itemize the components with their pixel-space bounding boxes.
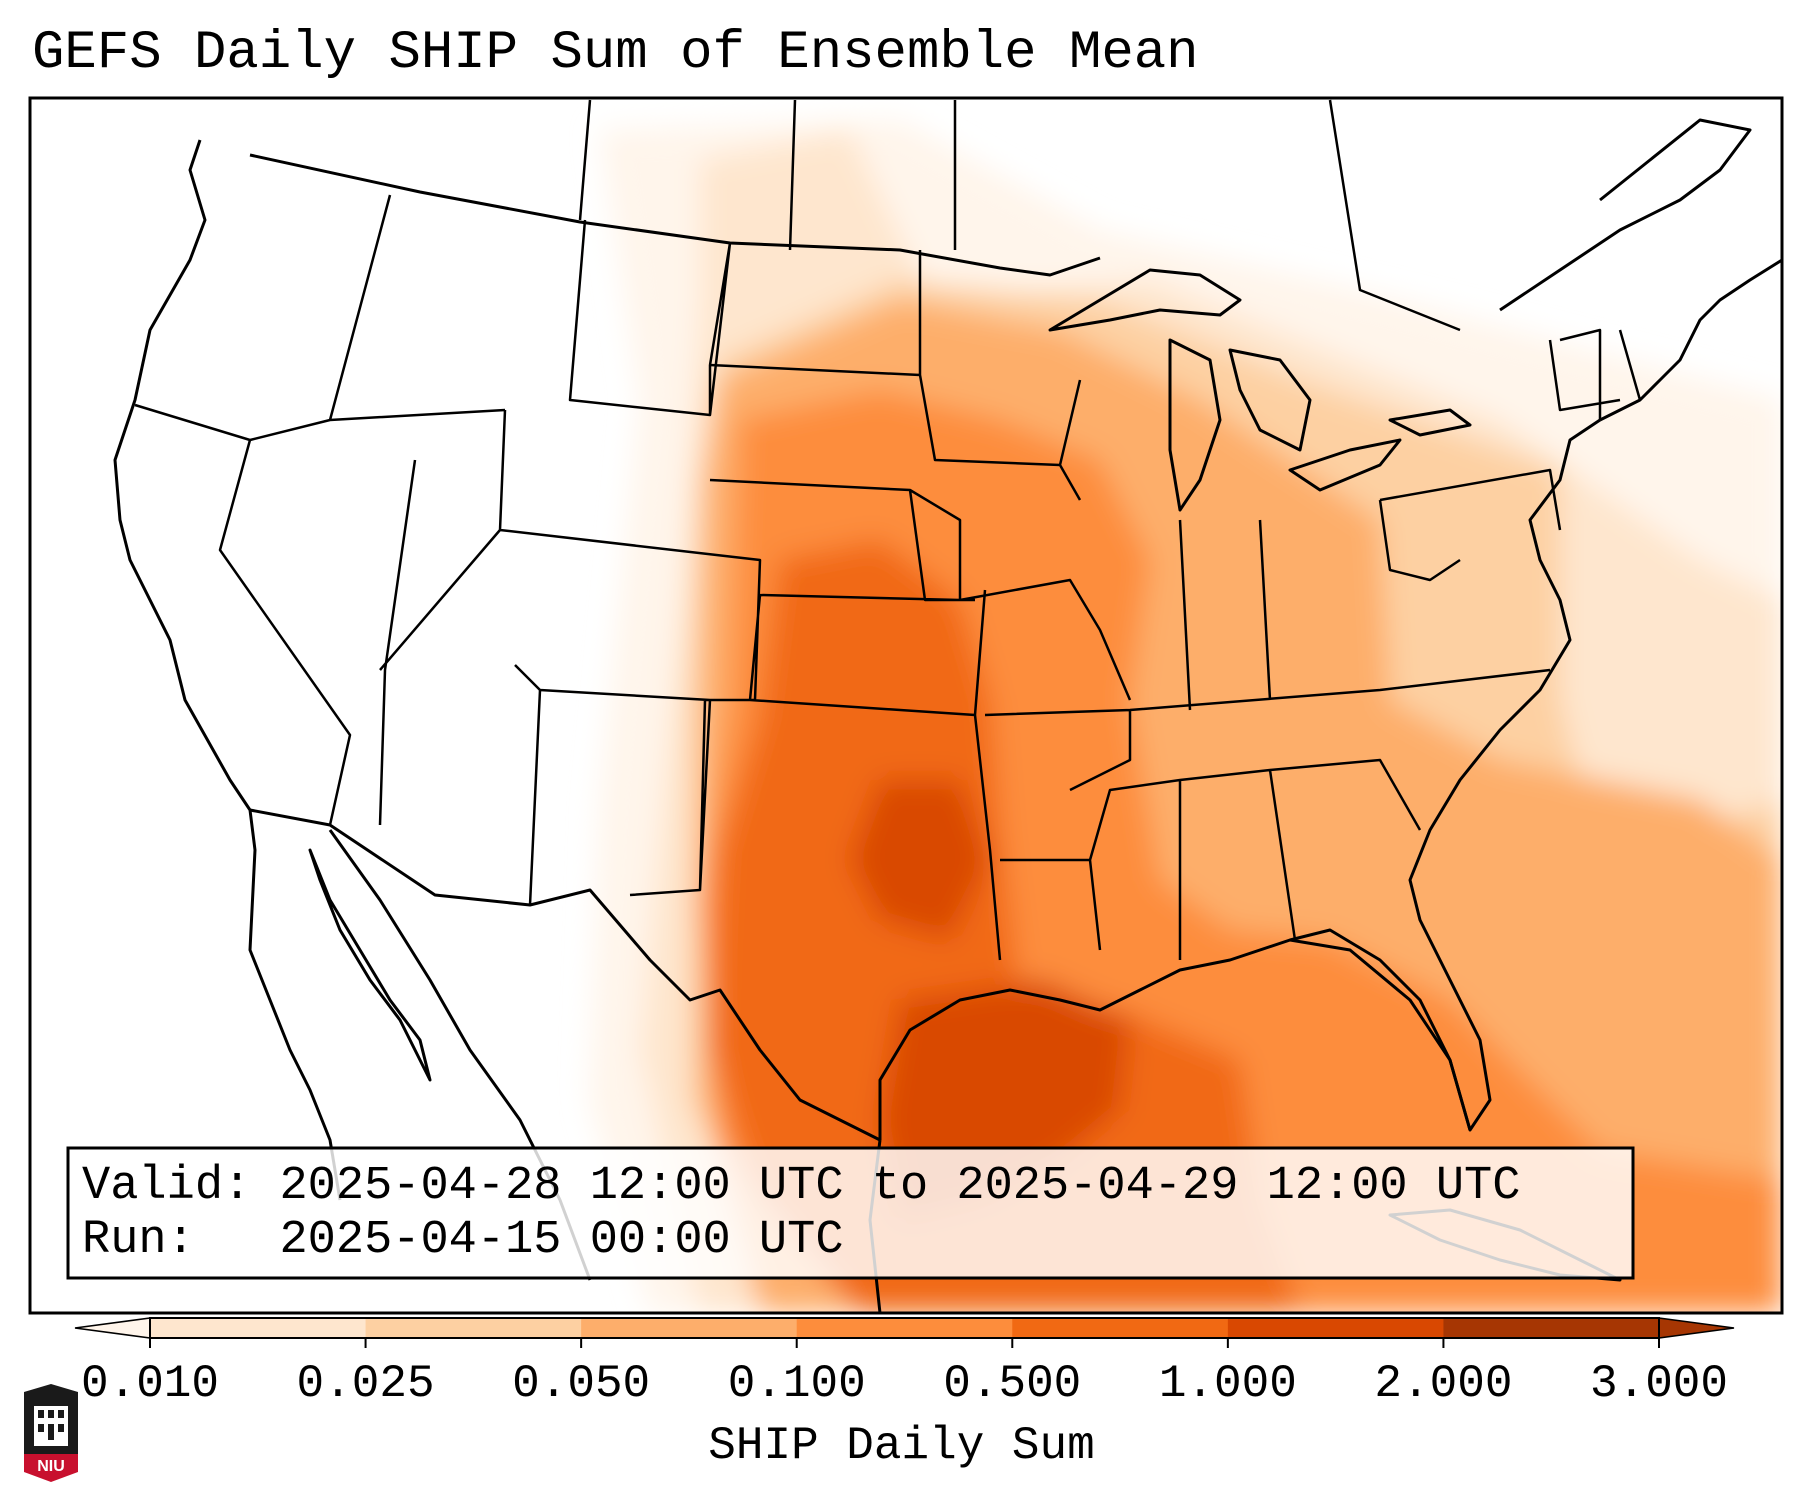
colorbar-tick-label: 1.000 xyxy=(1158,1358,1297,1410)
valid-value: 2025-04-28 12:00 UTC to 2025-04-29 12:00… xyxy=(279,1160,1521,1213)
canada-outlines xyxy=(578,99,1461,332)
colorbar-tick-label: 0.500 xyxy=(943,1358,1082,1410)
colorbar-segment xyxy=(1012,1318,1229,1338)
map-boundaries xyxy=(113,99,1782,1313)
colorbar-segment xyxy=(796,1318,1013,1338)
lake-huron xyxy=(1228,348,1312,452)
pacific-coastline xyxy=(113,139,342,1201)
colorbar-tick-label: 0.050 xyxy=(512,1358,651,1410)
gulf-coastline xyxy=(878,418,1601,1140)
colorbar-segment xyxy=(581,1318,798,1338)
run-label: Run: xyxy=(82,1214,195,1267)
lake-ontario xyxy=(1388,408,1472,437)
map-frame xyxy=(28,96,1784,1315)
valid-label: Valid: xyxy=(82,1160,252,1213)
lake-superior xyxy=(1048,268,1242,332)
run-value: 2025-04-15 00:00 UTC xyxy=(279,1214,844,1267)
lake-erie xyxy=(1288,438,1402,492)
colorbar-tick-label: 3.000 xyxy=(1589,1358,1729,1410)
colorbar-tick-label: 0.100 xyxy=(727,1358,866,1410)
maritime-coastline xyxy=(1499,118,1752,312)
niu-logo-text: NIU xyxy=(37,1458,65,1475)
colorbar-tick-label: 0.025 xyxy=(296,1358,435,1410)
map-title: GEFS Daily SHIP Sum of Ensemble Mean xyxy=(32,23,1199,84)
ship-shading-layer xyxy=(590,120,1782,1313)
info-run-line: Run: 2025-04-15 00:00 UTC xyxy=(82,1214,844,1268)
colorbar-segment xyxy=(150,1318,367,1338)
colorbar-segment xyxy=(1227,1318,1444,1338)
florida-outline xyxy=(1289,928,1472,1131)
colorbar-segment xyxy=(365,1318,582,1338)
colorbar-extend-high xyxy=(1658,1317,1735,1339)
baja-coastline xyxy=(308,848,432,1082)
niu-logo: NIU xyxy=(24,1384,78,1482)
colorbar-tick-label: 2.000 xyxy=(1374,1358,1513,1410)
us-canada-border xyxy=(249,153,1101,277)
info-valid-line: Valid: 2025-04-28 12:00 UTC to 2025-04-2… xyxy=(82,1160,1520,1214)
colorbar-segment xyxy=(1443,1318,1660,1338)
northeast-coastline xyxy=(1599,258,1782,422)
colorbar-label: SHIP Daily Sum xyxy=(708,1420,1095,1472)
colorbar-extend-low xyxy=(74,1317,151,1339)
lake-michigan xyxy=(1168,338,1222,512)
info-box xyxy=(66,1146,1635,1280)
colorbar xyxy=(74,1317,1735,1348)
colorbar-frame xyxy=(149,1317,1660,1339)
us-mexico-border xyxy=(249,808,881,1142)
state-lines xyxy=(134,194,1642,961)
colorbar-tick-label: 0.010 xyxy=(80,1358,220,1410)
